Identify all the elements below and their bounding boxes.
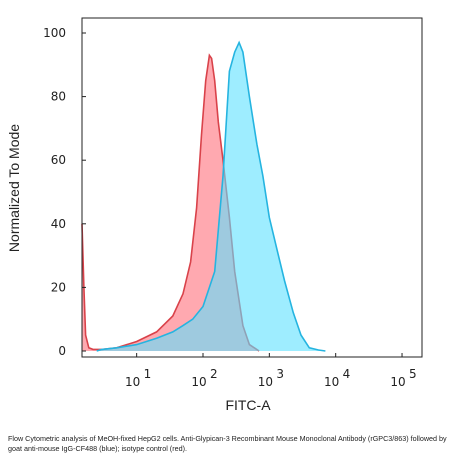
y-axis-title: Normalized To Mode (6, 124, 22, 252)
x-tick-label: 10 (125, 375, 140, 389)
y-axis: 0 20 40 60 80 100 (43, 26, 86, 358)
y-tick-label: 0 (58, 344, 66, 358)
figure-caption: Flow Cytometric analysis of MeOH-fixed H… (8, 434, 447, 453)
x-tick-exponent: 1 (144, 367, 152, 381)
series-1-line (96, 40, 326, 352)
x-tick-exponent: 2 (210, 367, 218, 381)
y-tick-label: 80 (51, 90, 66, 104)
x-tick-label: 10 (258, 375, 273, 389)
y-tick-label: 100 (43, 26, 66, 40)
x-tick-exponent: 5 (409, 367, 417, 381)
x-tick-exponent: 3 (276, 367, 284, 381)
x-tick-exponent: 4 (343, 367, 351, 381)
plot-frame (81, 17, 423, 358)
y-tick-label: 40 (51, 217, 66, 231)
x-tick-label: 10 (324, 375, 339, 389)
x-tick-label: 10 (390, 375, 405, 389)
y-tick-label: 20 (51, 280, 66, 294)
series-layer (81, 40, 326, 352)
x-tick-label: 10 (191, 375, 206, 389)
x-axis-title: FITC-A (225, 397, 271, 413)
y-tick-label: 60 (51, 153, 66, 167)
series-1-area (96, 42, 326, 351)
